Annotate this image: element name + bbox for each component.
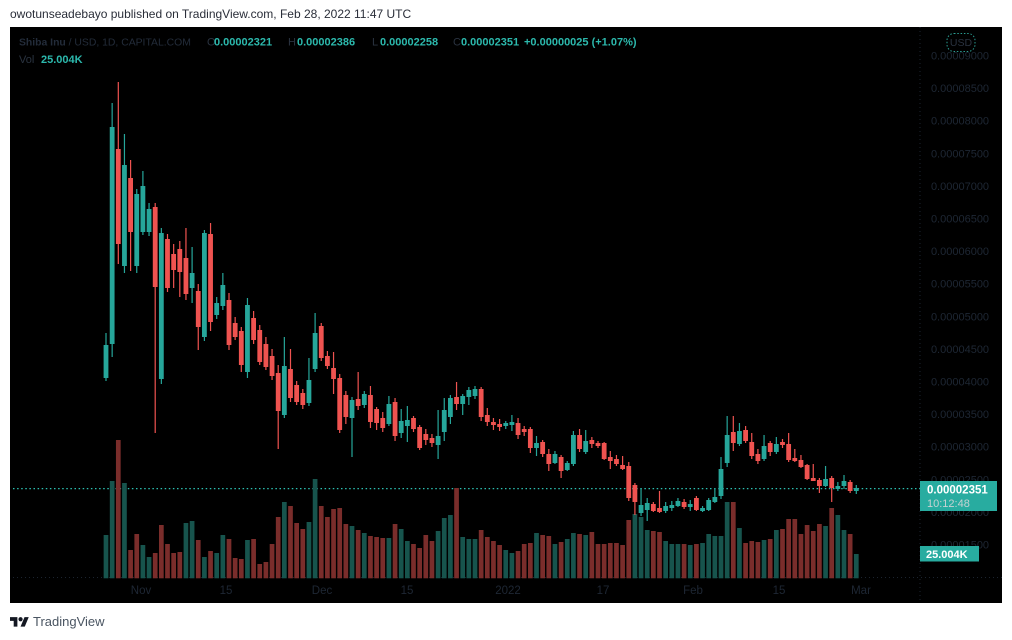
svg-text:0.00007500: 0.00007500 [931,148,989,160]
svg-text:0.00008500: 0.00008500 [931,83,989,95]
svg-text:25.004K: 25.004K [926,549,968,561]
svg-text:0.00008000: 0.00008000 [931,116,989,128]
svg-text:15: 15 [220,585,233,597]
svg-text:0.00002321: 0.00002321 [214,37,272,49]
svg-text:10:12:48: 10:12:48 [927,498,970,510]
svg-text:Dec: Dec [312,585,333,597]
svg-text:0.00005000: 0.00005000 [931,311,989,323]
svg-text:Nov: Nov [131,585,152,597]
svg-text:Feb: Feb [683,585,703,597]
svg-text:0.00002258: 0.00002258 [380,37,438,49]
svg-text:25.004K: 25.004K [41,54,83,66]
svg-text:0.00004500: 0.00004500 [931,344,989,356]
svg-text:15: 15 [401,585,414,597]
svg-text:17: 17 [597,585,610,597]
svg-text:Vol: Vol [19,54,34,66]
svg-text:C: C [453,37,461,49]
svg-text:Shiba Inu / USD, 1D, CAPITAL.C: Shiba Inu / USD, 1D, CAPITAL.COM [19,38,191,49]
svg-text:0.00006000: 0.00006000 [931,246,989,258]
svg-text:H: H [288,37,296,49]
svg-text:USD: USD [950,37,973,49]
svg-text:0.00005500: 0.00005500 [931,279,989,291]
svg-text:0.00006500: 0.00006500 [931,214,989,226]
svg-text:O: O [207,37,216,49]
svg-text:Mar: Mar [851,585,871,597]
svg-text:L: L [372,37,378,49]
svg-text:0.00009000: 0.00009000 [931,51,989,63]
svg-text:+0.00000025 (+1.07%): +0.00000025 (+1.07%) [524,37,637,49]
svg-text:0.00002386: 0.00002386 [297,37,355,49]
svg-text:2022: 2022 [495,585,521,597]
svg-text:0.00003000: 0.00003000 [931,442,989,454]
svg-text:0.00007000: 0.00007000 [931,181,989,193]
svg-text:15: 15 [773,585,786,597]
svg-text:0.00003500: 0.00003500 [931,409,989,421]
svg-text:0.00002351: 0.00002351 [461,37,519,49]
svg-text:0.00004000: 0.00004000 [931,377,989,389]
svg-text:0.00002351: 0.00002351 [927,485,988,497]
